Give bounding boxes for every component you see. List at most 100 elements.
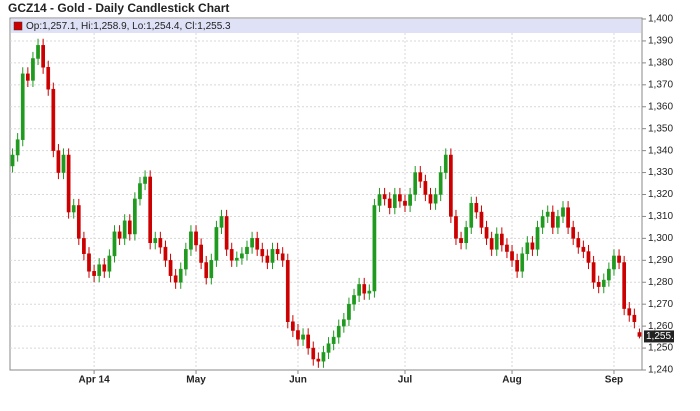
- y-tick-label: 1,360: [648, 101, 673, 112]
- candle-body: [525, 242, 530, 254]
- candle-body: [285, 260, 290, 322]
- candle-body: [66, 154, 71, 213]
- candle-body: [489, 238, 494, 250]
- y-tick-label: 1,270: [648, 299, 673, 310]
- candle-body: [571, 227, 576, 239]
- candle-body: [158, 238, 163, 248]
- candle-body: [515, 260, 519, 272]
- candle-body: [56, 150, 61, 173]
- candle-body: [367, 290, 372, 294]
- candle-body: [31, 58, 35, 81]
- candle-body: [291, 321, 295, 331]
- candle-body: [494, 233, 499, 250]
- candle-body: [61, 154, 66, 173]
- candle-body: [204, 262, 209, 279]
- y-tick-label: 1,390: [648, 36, 673, 47]
- candle-body: [581, 246, 586, 252]
- candle-body: [520, 253, 525, 272]
- candle-body: [392, 194, 397, 208]
- candle-body: [556, 216, 560, 228]
- candle-body: [454, 216, 458, 239]
- candle-body: [408, 194, 412, 206]
- candle-body: [398, 194, 402, 202]
- candle-body: [117, 231, 122, 239]
- candle-body: [173, 275, 178, 283]
- candle-body: [459, 238, 463, 244]
- candle-body: [377, 194, 382, 206]
- x-tick-label: Apr 14: [79, 375, 111, 386]
- y-tick-label: 1,260: [648, 321, 673, 332]
- candle-body: [301, 334, 305, 340]
- candle-body: [428, 194, 433, 204]
- candle-body: [82, 238, 86, 254]
- candle-body: [36, 45, 40, 59]
- legend-swatch: [13, 21, 23, 31]
- candle-body: [561, 207, 565, 217]
- candle-body: [122, 220, 127, 239]
- candle-body: [510, 251, 514, 261]
- x-tick-label: Jul: [398, 375, 413, 386]
- candle-body: [632, 314, 637, 322]
- x-tick-label: Sep: [605, 375, 623, 386]
- legend-band: [11, 19, 641, 33]
- candle-body: [92, 271, 96, 276]
- candle-body: [306, 334, 311, 349]
- candle-body: [612, 255, 616, 270]
- candle-body: [540, 216, 545, 228]
- candle-body: [449, 154, 453, 217]
- candle-body: [627, 308, 632, 316]
- candle-body: [362, 284, 367, 294]
- candle-body: [178, 268, 183, 283]
- candle-body: [336, 325, 341, 338]
- candle-body: [479, 211, 484, 228]
- candle-body: [372, 205, 377, 292]
- candle-body: [214, 227, 219, 261]
- candle-body: [189, 231, 193, 250]
- candle-body: [97, 264, 102, 276]
- candle-body: [418, 172, 423, 182]
- candle-body: [296, 330, 300, 340]
- candle-body: [535, 227, 540, 250]
- y-tick-label: 1,280: [648, 277, 673, 288]
- legend-label: Op:1,257.1, Hi:1,258.9, Lo:1,254.4, Cl:1…: [26, 21, 231, 32]
- candle-body: [413, 172, 418, 195]
- y-tick-label: 1,330: [648, 167, 673, 178]
- y-tick-label: 1,250: [648, 343, 673, 354]
- y-tick-label: 1,380: [648, 58, 673, 69]
- candle-body: [550, 211, 555, 228]
- candle-body: [10, 154, 15, 167]
- candle-body: [15, 139, 20, 156]
- candle-body: [76, 205, 81, 239]
- candle-body: [20, 73, 25, 140]
- y-tick-label: 1,320: [648, 189, 673, 200]
- candle-body: [352, 295, 356, 305]
- candle-body: [499, 233, 504, 246]
- candle-body: [163, 246, 168, 261]
- candle-body: [41, 45, 45, 68]
- candle-body: [321, 352, 326, 362]
- candle-body: [637, 332, 642, 337]
- candle-body: [148, 176, 153, 244]
- candle-body: [341, 319, 346, 327]
- candle-body: [260, 249, 265, 257]
- y-tick-label: 1,340: [648, 145, 673, 156]
- y-tick-label: 1,290: [648, 255, 673, 266]
- candle-body: [270, 249, 275, 263]
- candle-body: [607, 268, 611, 281]
- y-tick-label: 1,310: [648, 211, 673, 222]
- y-tick-label: 1,370: [648, 79, 673, 90]
- last-price-box: [644, 330, 674, 343]
- candle-body: [240, 253, 244, 259]
- candle-body: [311, 347, 316, 360]
- candle-body: [51, 88, 56, 151]
- candle-body: [596, 282, 601, 287]
- candle-body: [545, 211, 550, 217]
- x-tick-label: Jun: [289, 375, 307, 386]
- candle-body: [25, 73, 30, 81]
- candle-body: [576, 238, 581, 248]
- candle-body: [245, 246, 249, 254]
- candle-body: [591, 262, 596, 283]
- candle-body: [326, 343, 331, 353]
